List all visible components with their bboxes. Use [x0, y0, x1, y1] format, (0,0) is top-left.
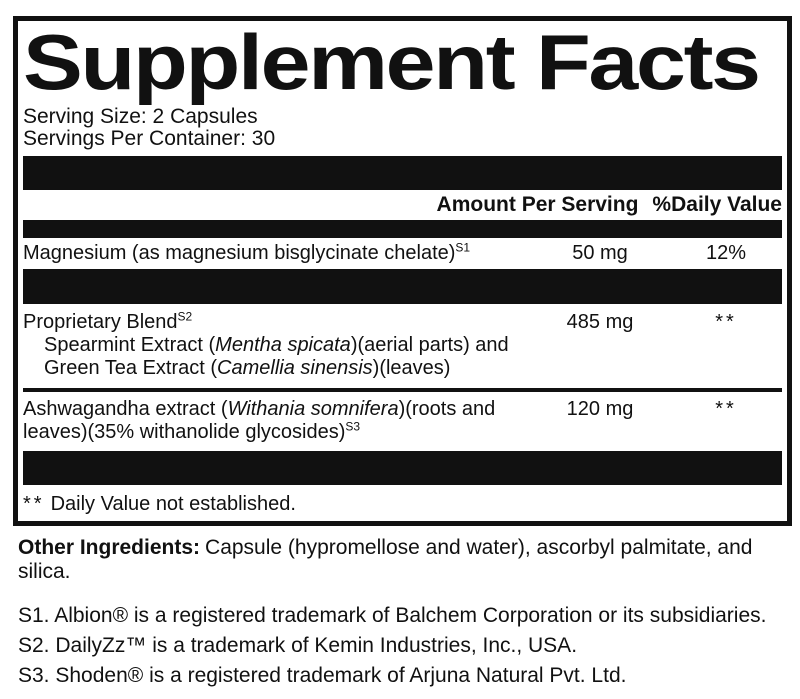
- nutrient-row-magnesium: Magnesium (as magnesium bisglycinate che…: [23, 238, 782, 269]
- sub-ingredient-spearmint: Spearmint Extract (Mentha spicata)(aeria…: [44, 334, 509, 356]
- footnote-marker: **: [23, 493, 45, 515]
- blend-title-line: Proprietary BlendS2: [23, 309, 193, 333]
- other-ingredients-text: Capsule (hypromellose and water), ascorb…: [18, 536, 753, 583]
- divider-bar-thick-top: [23, 156, 782, 190]
- footnote-ref-s3: S3: [345, 419, 361, 434]
- divider-bar-thick-middle: [23, 269, 782, 304]
- other-ingredients: Other Ingredients: Capsule (hypromellose …: [18, 536, 787, 584]
- serving-size: Serving Size: 2 Capsules: [23, 105, 258, 128]
- divider-bar-thick-bottom: [23, 451, 782, 485]
- species-name: Camellia sinensis: [217, 357, 373, 379]
- trademark-notes: S1. Albion® is a registered trademark of…: [18, 601, 787, 691]
- nutrient-daily-value: **: [715, 311, 737, 333]
- nutrient-amount: 120 mg: [566, 398, 634, 420]
- trademark-note-s1: S1. Albion® is a registered trademark of…: [18, 604, 767, 627]
- nutrient-name: Ashwagandha extract (Withania somnifera)…: [23, 398, 496, 443]
- daily-value-header: %Daily Value: [652, 193, 782, 216]
- species-name: Withania somnifera: [227, 398, 399, 420]
- below-panel-text: Other Ingredients: Capsule (hypromellose …: [13, 536, 787, 691]
- nutrient-daily-value: **: [715, 398, 737, 420]
- divider-line: [23, 388, 782, 392]
- panel-title: Supplement Facts: [23, 18, 761, 106]
- other-ingredients-label: Other Ingredients:: [18, 536, 201, 559]
- divider-bar-thin: [23, 220, 782, 238]
- column-header-row: Amount Per Serving %Daily Value: [23, 190, 782, 220]
- amount-per-serving-header: Amount Per Serving: [436, 193, 639, 216]
- trademark-note-s2: S2. DailyZz™ is a trademark of Kemin Ind…: [18, 634, 578, 657]
- trademark-note-s3: S3. Shoden® is a registered trademark of…: [18, 664, 627, 687]
- nutrient-amount: 485 mg: [566, 311, 634, 333]
- servings-per-container: Servings Per Container: 30: [23, 127, 276, 150]
- serving-info: Serving Size: 2 Capsules Servings Per Co…: [23, 106, 782, 150]
- nutrient-daily-value: 12%: [705, 242, 747, 264]
- footnote-ref-s2: S2: [177, 309, 193, 324]
- nutrient-row-ashwagandha: Ashwagandha extract (Withania somnifera)…: [23, 392, 782, 451]
- supplement-facts-panel: Supplement Facts Serving Size: 2 Capsule…: [13, 16, 792, 526]
- nutrient-name: Magnesium (as magnesium bisglycinate che…: [23, 240, 471, 264]
- sub-ingredient-green-tea: Green Tea Extract (Camellia sinensis)(le…: [44, 357, 451, 379]
- daily-value-footnote: ** Daily Value not established.: [23, 485, 782, 521]
- nutrient-name: Proprietary BlendS2 Spearmint Extract (M…: [23, 309, 530, 380]
- nutrient-amount: 50 mg: [572, 242, 628, 264]
- species-name: Mentha spicata: [215, 334, 351, 356]
- footnote-text: Daily Value not established.: [50, 493, 296, 515]
- footnote-ref-s1: S1: [455, 240, 471, 255]
- nutrient-row-proprietary-blend: Proprietary BlendS2 Spearmint Extract (M…: [23, 304, 782, 388]
